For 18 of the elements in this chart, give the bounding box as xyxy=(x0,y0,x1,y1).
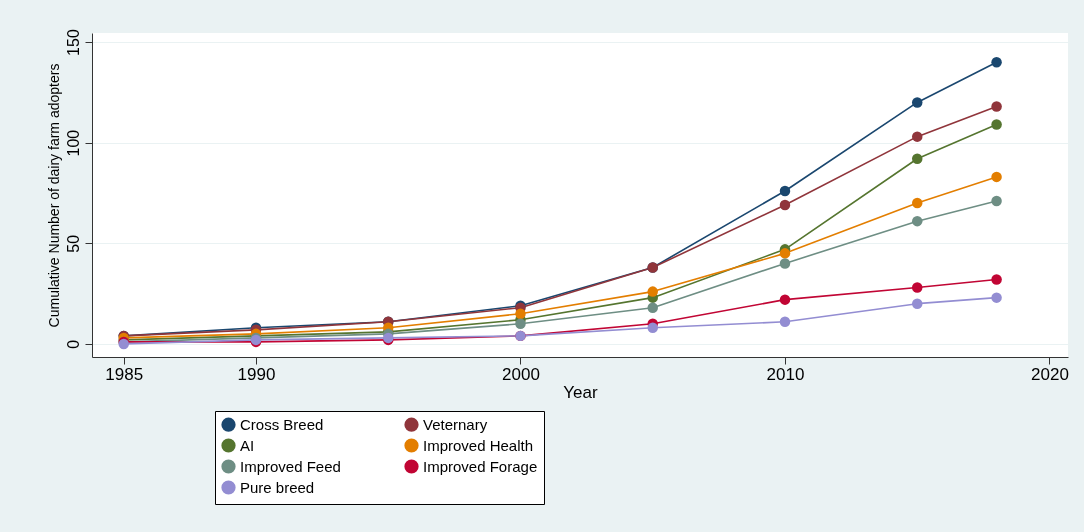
y-axis-title: Cumulative Number of dairy farm adopters xyxy=(45,63,62,328)
x-tick-label: 2010 xyxy=(766,364,805,384)
legend-label: AI xyxy=(240,436,255,454)
x-tick-label: 2000 xyxy=(502,364,540,384)
legend-label: Veternary xyxy=(423,415,488,433)
y-tick-label: 100 xyxy=(64,129,82,157)
legend-label: Improved Forage xyxy=(423,457,538,475)
legend-label: Improved Feed xyxy=(240,457,341,475)
x-tick-label: 2020 xyxy=(1031,364,1069,384)
x-tick-label: 1990 xyxy=(237,364,276,384)
y-tick-label: 50 xyxy=(64,234,82,253)
y-tick-label: 150 xyxy=(64,29,82,56)
legend-label: Pure breed xyxy=(240,478,315,496)
x-tick-label: 1985 xyxy=(105,364,144,384)
legend-label: Improved Health xyxy=(423,436,534,454)
x-axis-title: Year xyxy=(563,382,599,402)
y-tick-label: 0 xyxy=(64,339,82,349)
legend-label: Cross Breed xyxy=(240,415,324,433)
